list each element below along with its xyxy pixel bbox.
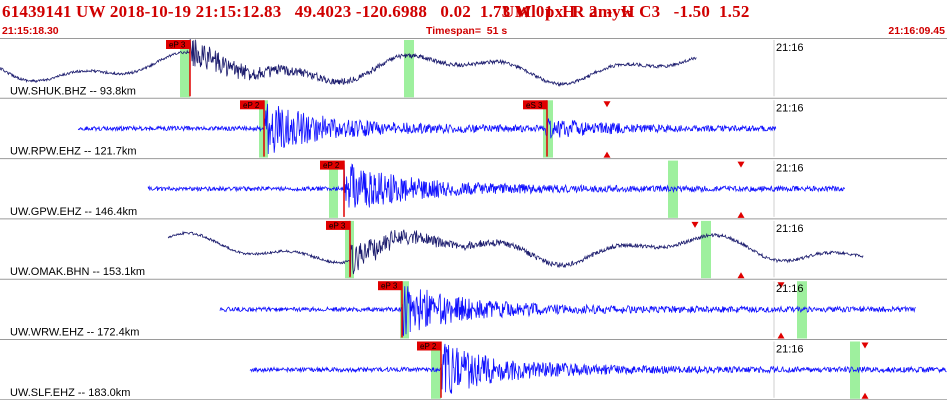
- header-divider: [0, 38, 947, 39]
- trace-panel[interactable]: eP 3 21:16 UW.SHUK.BHZ -- 93.8km: [0, 38, 947, 99]
- event-quality-line: UW 01 H 2 - H C3 -1.50 1.52: [502, 2, 750, 21]
- trace-panel[interactable]: eP 3 21:16 UW.WRW.EHZ -- 172.4km: [0, 281, 947, 340]
- phase-pick-box: [378, 281, 402, 291]
- phase-pick-label: eP 2: [243, 101, 260, 110]
- timespan-label: Timespan= 51 s: [426, 25, 508, 37]
- expected-arrival-down-triangle: [861, 342, 869, 349]
- event-header: 61439141 UW 2018-10-19 21:15:12.83 49.40…: [0, 0, 947, 40]
- expected-arrival-up-triangle: [737, 211, 745, 218]
- phase-pick-box: [320, 160, 344, 170]
- trace-panel[interactable]: eP 2 21:16 UW.GPW.EHZ -- 146.4km: [0, 160, 947, 220]
- phase-pick-label: eS 3: [526, 101, 543, 110]
- waveform-trace: [77, 103, 777, 155]
- pick-window: [180, 40, 190, 98]
- pick-window: [400, 281, 409, 339]
- phase-pick-label: eP 2: [420, 342, 437, 351]
- expected-arrival-down-triangle: [691, 221, 699, 228]
- minute-time-label: 21:16: [776, 163, 804, 175]
- station-channel-label: UW.OMAK.BHN -- 153.1km: [10, 266, 145, 278]
- seismogram-stack[interactable]: eP 3 21:16 UW.SHUK.BHZ -- 93.8km eP 2 eS 3 21…: [0, 38, 947, 400]
- phase-pick-flag[interactable]: eS 3: [523, 100, 548, 157]
- phase-pick-box: [523, 100, 547, 110]
- expected-arrival-up-triangle: [777, 332, 785, 339]
- expected-arrival-up-triangle: [737, 272, 745, 279]
- station-channel-label: UW.SHUK.BHZ -- 93.8km: [10, 85, 136, 97]
- expected-arrival-down-triangle: [777, 282, 785, 289]
- waveform-trace: [167, 229, 864, 276]
- waveform-trace: [0, 38, 697, 88]
- trace-panel[interactable]: eP 3 21:16 UW.OMAK.BHN -- 153.1km: [0, 220, 947, 280]
- phase-pick-flag[interactable]: eP 2: [240, 100, 265, 157]
- trace-panel[interactable]: eP 2 21:16 UW.SLF.EHZ -- 183.0km: [0, 341, 947, 400]
- phase-pick-flag[interactable]: eP 3: [378, 281, 403, 338]
- event-summary-line: 61439141 UW 2018-10-19 21:15:12.83 49.40…: [2, 2, 634, 21]
- phase-pick-flag[interactable]: eP 3: [326, 220, 351, 278]
- expected-arrival-up-triangle: [861, 392, 869, 399]
- minute-time-label: 21:16: [776, 42, 804, 54]
- phase-pick-box: [240, 100, 264, 110]
- phase-pick-label: eP 3: [381, 282, 398, 291]
- station-channel-label: UW.SLF.EHZ -- 183.0km: [10, 387, 130, 399]
- pick-window: [543, 100, 553, 158]
- station-channel-label: UW.GPW.EHZ -- 146.4km: [10, 206, 137, 218]
- station-channel-label: UW.RPW.EHZ -- 121.7km: [10, 146, 137, 158]
- station-channel-label: UW.WRW.EHZ -- 172.4km: [10, 327, 139, 339]
- phase-pick-box: [326, 220, 350, 230]
- phase-pick-label: eP 3: [169, 41, 186, 50]
- expected-arrival-down-triangle: [737, 161, 745, 168]
- minute-time-label: 21:16: [776, 344, 804, 356]
- phase-pick-box: [166, 40, 190, 49]
- trace-panel[interactable]: eP 2 eS 3 21:16 UW.RPW.EHZ -- 121.7km: [0, 100, 947, 160]
- phase-pick-flag[interactable]: eP 2: [417, 341, 442, 398]
- expected-arrival-up-triangle: [603, 151, 611, 158]
- end-time-label: 21:16:09.45: [888, 25, 945, 37]
- minute-time-label: 21:16: [776, 102, 804, 114]
- pick-window: [404, 40, 414, 98]
- phase-pick-flag[interactable]: eP 3: [166, 40, 191, 97]
- waveform-trace: [147, 163, 845, 208]
- minute-time-label: 21:16: [776, 223, 804, 235]
- minute-time-label: 21:16: [776, 283, 804, 295]
- pick-window: [701, 220, 711, 279]
- phase-pick-label: eP 2: [323, 161, 340, 170]
- waveform-trace: [249, 343, 947, 394]
- phase-pick-box: [417, 341, 441, 351]
- phase-pick-flag[interactable]: eP 2: [320, 160, 345, 217]
- start-time-label: 21:15:18.30: [2, 25, 59, 37]
- waveform-trace: [219, 286, 916, 337]
- expected-arrival-down-triangle: [603, 101, 611, 108]
- phase-pick-label: eP 3: [329, 221, 346, 230]
